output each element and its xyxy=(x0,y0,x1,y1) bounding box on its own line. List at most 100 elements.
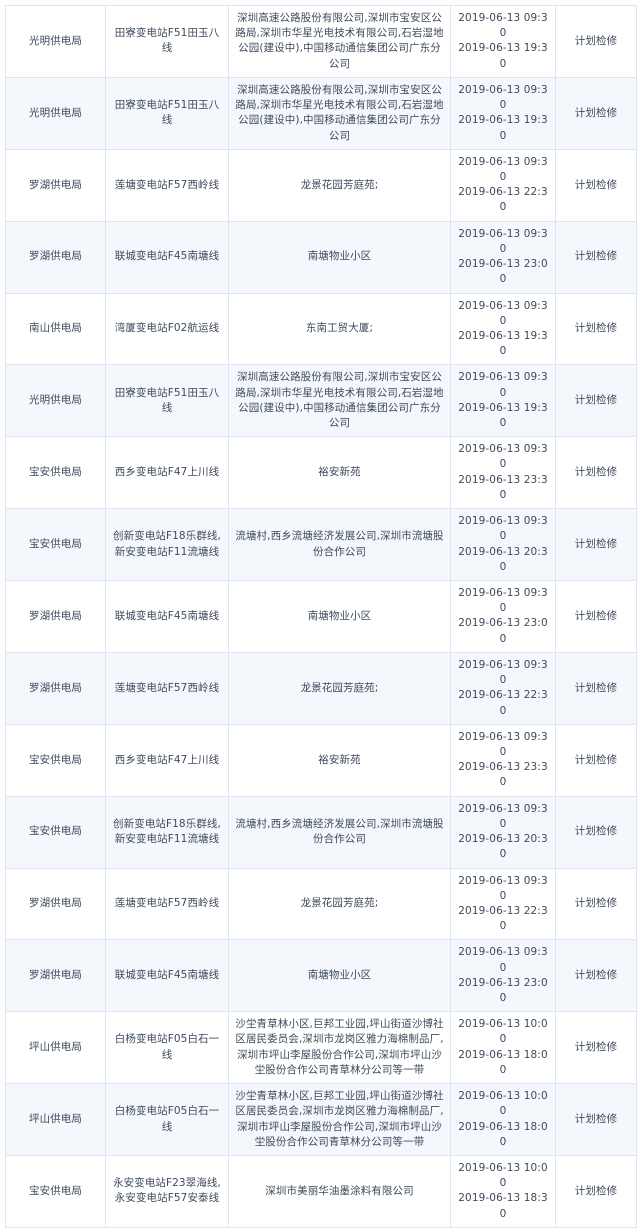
cell-line: 联城变电站F45南塘线 xyxy=(105,939,229,1013)
table-row[interactable]: 光明供电局 田寮变电站F51田玉八线 深圳高速公路股份有限公司,深圳市宝安区公路局,… xyxy=(5,364,637,438)
cell-type: 计划检修 xyxy=(555,723,637,797)
cell-bureau: 罗湖供电局 xyxy=(5,867,106,941)
table-row[interactable]: 罗湖供电局 莲塘变电站F57西岭线 龙景花园芳庭苑; 2019-06-13 09:30… xyxy=(5,148,637,222)
table-row[interactable]: 宝安供电局 西乡变电站F47上川线 裕安新苑 2019-06-13 09:30 201… xyxy=(5,436,637,510)
table-row[interactable]: 光明供电局 田寮变电站F51田玉八线 深圳高速公路股份有限公司,深圳市宝安区公路局,… xyxy=(5,5,637,78)
cell-line: 西乡变电站F47上川线 xyxy=(105,723,229,797)
cell-scope: 南塘物业小区 xyxy=(228,580,451,653)
cell-bureau: 光明供电局 xyxy=(5,5,106,78)
cell-type: 计划检修 xyxy=(555,867,637,941)
cell-time: 2019-06-13 09:30 2019-06-13 20:30 xyxy=(450,795,556,869)
cell-bureau: 坪山供电局 xyxy=(5,1011,106,1085)
cell-type: 计划检修 xyxy=(555,148,637,222)
cell-time: 2019-06-13 09:30 2019-06-13 19:30 xyxy=(450,364,556,438)
table-row[interactable]: 宝安供电局 创新变电站F18乐群线,新安变电站F11流塘线 流塘村,西乡流塘经济发展… xyxy=(5,508,637,581)
cell-type: 计划检修 xyxy=(555,292,637,366)
cell-bureau: 宝安供电局 xyxy=(5,723,106,797)
cell-type: 计划检修 xyxy=(555,508,637,581)
cell-line: 创新变电站F18乐群线,新安变电站F11流塘线 xyxy=(105,508,229,581)
outage-table-body: 光明供电局 田寮变电站F51田玉八线 深圳高速公路股份有限公司,深圳市宝安区公路局,… xyxy=(5,5,637,1228)
cell-line: 田寮变电站F51田玉八线 xyxy=(105,76,229,150)
cell-scope: 南塘物业小区 xyxy=(228,220,451,294)
cell-scope: 南塘物业小区 xyxy=(228,939,451,1013)
cell-line: 莲塘变电站F57西岭线 xyxy=(105,867,229,941)
cell-line: 白杨变电站F05白石一线 xyxy=(105,1083,229,1156)
cell-type: 计划检修 xyxy=(555,651,637,725)
cell-bureau: 宝安供电局 xyxy=(5,436,106,510)
cell-bureau: 宝安供电局 xyxy=(5,1155,106,1228)
cell-bureau: 南山供电局 xyxy=(5,292,106,366)
cell-type: 计划检修 xyxy=(555,1011,637,1085)
cell-bureau: 宝安供电局 xyxy=(5,795,106,869)
cell-time: 2019-06-13 09:30 2019-06-13 23:00 xyxy=(450,580,556,653)
cell-bureau: 光明供电局 xyxy=(5,76,106,150)
cell-type: 计划检修 xyxy=(555,220,637,294)
table-row[interactable]: 宝安供电局 永安变电站F23翠海线,永安变电站F57安泰线 深圳市美丽华油墨涂料有限… xyxy=(5,1155,637,1228)
table-row[interactable]: 罗湖供电局 莲塘变电站F57西岭线 龙景花园芳庭苑; 2019-06-13 09:30… xyxy=(5,651,637,725)
cell-time: 2019-06-13 09:30 2019-06-13 23:00 xyxy=(450,939,556,1013)
cell-scope: 流塘村,西乡流塘经济发展公司,深圳市流塘股份合作公司 xyxy=(228,508,451,581)
cell-time: 2019-06-13 09:30 2019-06-13 23:30 xyxy=(450,723,556,797)
cell-bureau: 罗湖供电局 xyxy=(5,939,106,1013)
cell-type: 计划检修 xyxy=(555,5,637,78)
table-row[interactable]: 罗湖供电局 联城变电站F45南塘线 南塘物业小区 2019-06-13 09:30 2… xyxy=(5,939,637,1013)
cell-scope: 龙景花园芳庭苑; xyxy=(228,651,451,725)
cell-time: 2019-06-13 09:30 2019-06-13 23:30 xyxy=(450,436,556,510)
cell-scope: 沙坣青草林小区,巨邦工业园,坪山街道沙博社区居民委员会,深圳市龙岗区雅力海棉制品… xyxy=(228,1011,451,1085)
cell-scope: 流塘村,西乡流塘经济发展公司,深圳市流塘股份合作公司 xyxy=(228,795,451,869)
table-row[interactable]: 罗湖供电局 联城变电站F45南塘线 南塘物业小区 2019-06-13 09:30 2… xyxy=(5,580,637,653)
cell-time: 2019-06-13 10:00 2019-06-13 18:00 xyxy=(450,1083,556,1156)
cell-bureau: 光明供电局 xyxy=(5,364,106,438)
cell-line: 联城变电站F45南塘线 xyxy=(105,580,229,653)
cell-bureau: 坪山供电局 xyxy=(5,1083,106,1156)
cell-scope: 深圳高速公路股份有限公司,深圳市宝安区公路局,深圳市华星光电技术有限公司,石岩湿… xyxy=(228,5,451,78)
cell-scope: 东南工贸大厦; xyxy=(228,292,451,366)
table-row[interactable]: 罗湖供电局 莲塘变电站F57西岭线 龙景花园芳庭苑; 2019-06-13 09:30… xyxy=(5,867,637,941)
cell-bureau: 罗湖供电局 xyxy=(5,580,106,653)
table-row[interactable]: 宝安供电局 西乡变电站F47上川线 裕安新苑 2019-06-13 09:30 201… xyxy=(5,723,637,797)
cell-line: 湾厦变电站F02航运线 xyxy=(105,292,229,366)
cell-time: 2019-06-13 10:00 2019-06-13 18:00 xyxy=(450,1011,556,1085)
cell-time: 2019-06-13 09:30 2019-06-13 22:30 xyxy=(450,867,556,941)
cell-line: 永安变电站F23翠海线,永安变电站F57安泰线 xyxy=(105,1155,229,1228)
cell-line: 莲塘变电站F57西岭线 xyxy=(105,651,229,725)
cell-type: 计划检修 xyxy=(555,1155,637,1228)
cell-line: 白杨变电站F05白石一线 xyxy=(105,1011,229,1085)
cell-scope: 沙坣青草林小区,巨邦工业园,坪山街道沙博社区居民委员会,深圳市龙岗区雅力海棉制品… xyxy=(228,1083,451,1156)
cell-scope: 深圳高速公路股份有限公司,深圳市宝安区公路局,深圳市华星光电技术有限公司,石岩湿… xyxy=(228,76,451,150)
cell-line: 创新变电站F18乐群线,新安变电站F11流塘线 xyxy=(105,795,229,869)
cell-scope: 龙景花园芳庭苑; xyxy=(228,148,451,222)
table-row[interactable]: 光明供电局 田寮变电站F51田玉八线 深圳高速公路股份有限公司,深圳市宝安区公路局,… xyxy=(5,76,637,150)
cell-type: 计划检修 xyxy=(555,1083,637,1156)
cell-scope: 裕安新苑 xyxy=(228,436,451,510)
cell-line: 西乡变电站F47上川线 xyxy=(105,436,229,510)
cell-scope: 裕安新苑 xyxy=(228,723,451,797)
cell-bureau: 罗湖供电局 xyxy=(5,220,106,294)
table-row[interactable]: 宝安供电局 创新变电站F18乐群线,新安变电站F11流塘线 流塘村,西乡流塘经济发展… xyxy=(5,795,637,869)
cell-time: 2019-06-13 09:30 2019-06-13 22:30 xyxy=(450,148,556,222)
cell-type: 计划检修 xyxy=(555,76,637,150)
cell-scope: 龙景花园芳庭苑; xyxy=(228,867,451,941)
cell-time: 2019-06-13 09:30 2019-06-13 20:30 xyxy=(450,508,556,581)
cell-type: 计划检修 xyxy=(555,364,637,438)
cell-time: 2019-06-13 10:00 2019-06-13 18:30 xyxy=(450,1155,556,1228)
table-row[interactable]: 罗湖供电局 联城变电站F45南塘线 南塘物业小区 2019-06-13 09:30 2… xyxy=(5,220,637,294)
cell-time: 2019-06-13 09:30 2019-06-13 23:00 xyxy=(450,220,556,294)
cell-bureau: 宝安供电局 xyxy=(5,508,106,581)
cell-line: 联城变电站F45南塘线 xyxy=(105,220,229,294)
power-outage-table: 光明供电局 田寮变电站F51田玉八线 深圳高速公路股份有限公司,深圳市宝安区公路局,… xyxy=(5,5,637,1228)
cell-scope: 深圳高速公路股份有限公司,深圳市宝安区公路局,深圳市华星光电技术有限公司,石岩湿… xyxy=(228,364,451,438)
table-row[interactable]: 坪山供电局 白杨变电站F05白石一线 沙坣青草林小区,巨邦工业园,坪山街道沙博社区居… xyxy=(5,1011,637,1085)
table-row[interactable]: 南山供电局 湾厦变电站F02航运线 东南工贸大厦; 2019-06-13 09:30 … xyxy=(5,292,637,366)
table-row[interactable]: 坪山供电局 白杨变电站F05白石一线 沙坣青草林小区,巨邦工业园,坪山街道沙博社区居… xyxy=(5,1083,637,1156)
cell-scope: 深圳市美丽华油墨涂料有限公司 xyxy=(228,1155,451,1228)
cell-bureau: 罗湖供电局 xyxy=(5,651,106,725)
cell-time: 2019-06-13 09:30 2019-06-13 22:30 xyxy=(450,651,556,725)
cell-time: 2019-06-13 09:30 2019-06-13 19:30 xyxy=(450,76,556,150)
cell-line: 田寮变电站F51田玉八线 xyxy=(105,5,229,78)
cell-time: 2019-06-13 09:30 2019-06-13 19:30 xyxy=(450,5,556,78)
cell-type: 计划检修 xyxy=(555,939,637,1013)
cell-time: 2019-06-13 09:30 2019-06-13 19:30 xyxy=(450,292,556,366)
cell-line: 田寮变电站F51田玉八线 xyxy=(105,364,229,438)
